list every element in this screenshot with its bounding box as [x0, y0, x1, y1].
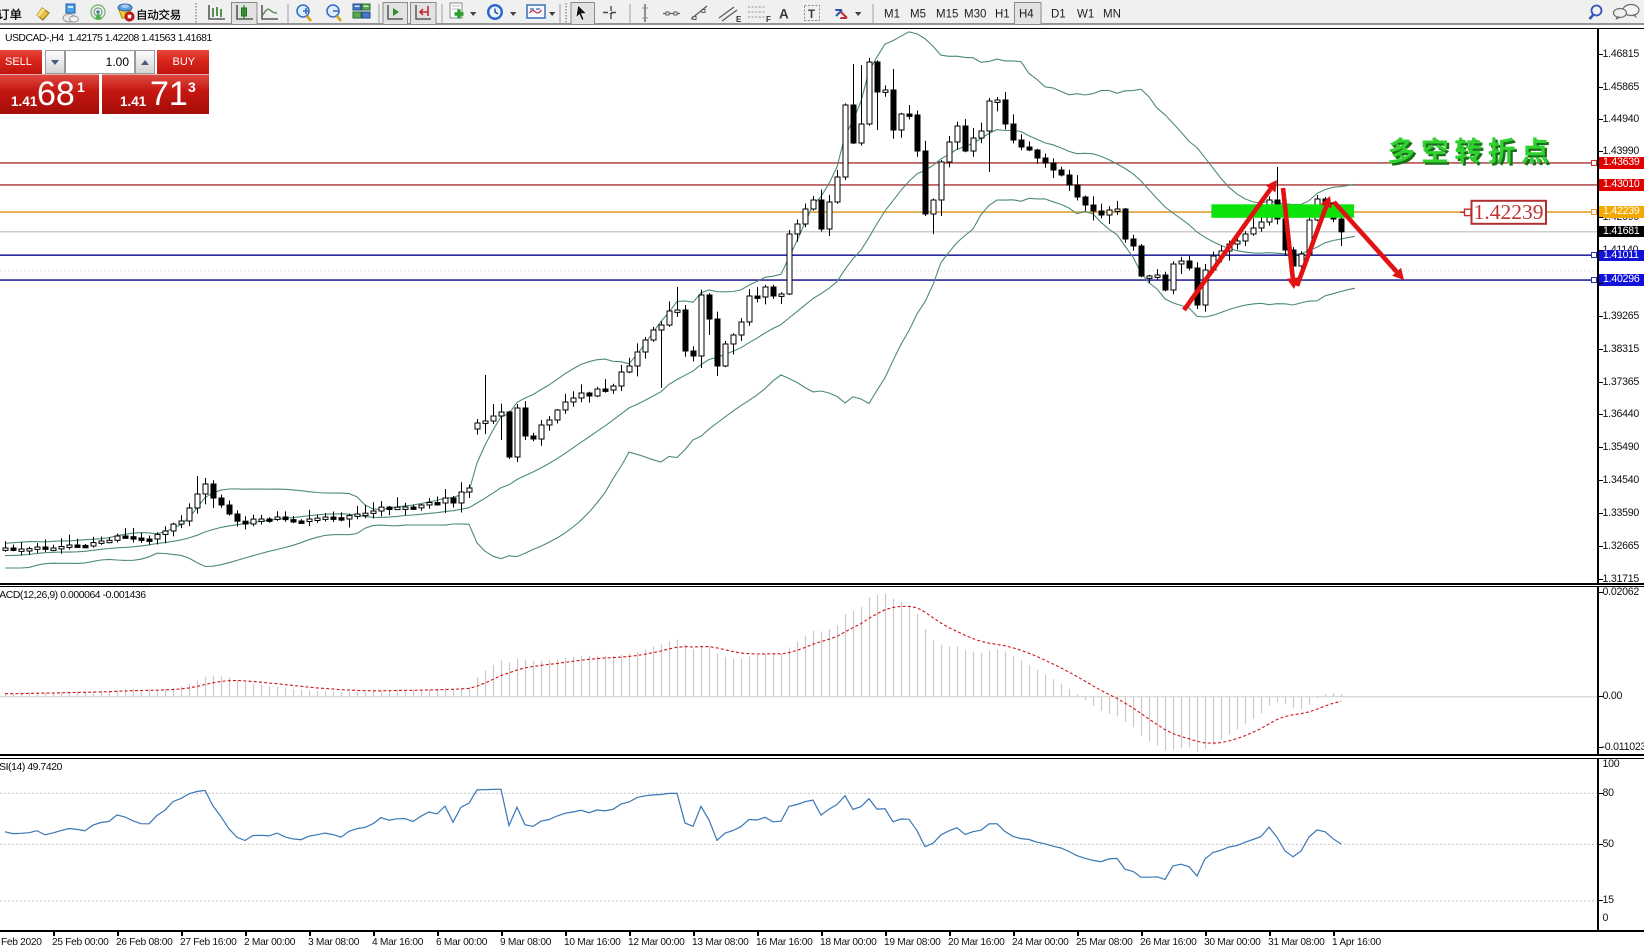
svg-text:W1: W1	[1077, 9, 1094, 21]
svg-text:H4: H4	[1019, 9, 1034, 21]
svg-text:A: A	[779, 7, 789, 22]
svg-text:M30: M30	[964, 9, 986, 21]
svg-text:H1: H1	[995, 9, 1010, 21]
svg-text:MN: MN	[1103, 9, 1121, 21]
svg-text:1.42239: 1.42239	[1474, 200, 1544, 224]
svg-text:M1: M1	[884, 9, 900, 21]
svg-text:M5: M5	[910, 9, 926, 21]
svg-text:D1: D1	[1051, 9, 1066, 21]
svg-text:M15: M15	[936, 9, 958, 21]
svg-text:T: T	[808, 9, 815, 21]
svg-text:E: E	[736, 15, 742, 24]
svg-text:F: F	[766, 15, 771, 24]
